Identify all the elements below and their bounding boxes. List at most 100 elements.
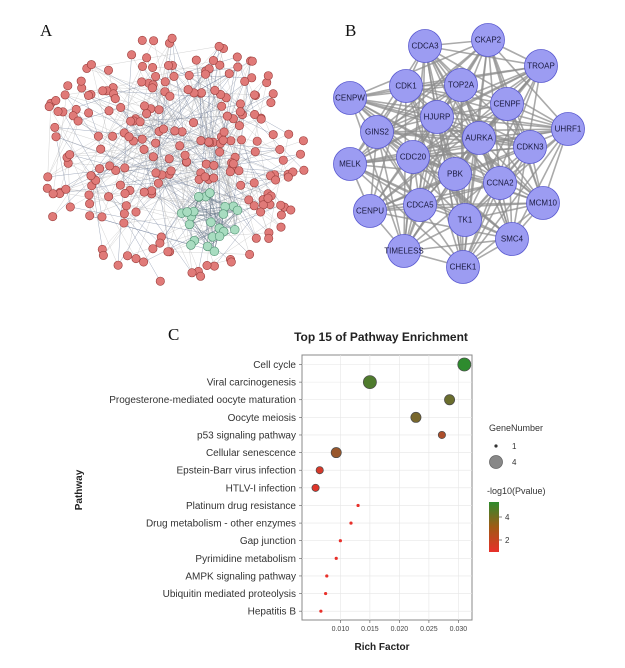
hub-edge	[376, 131, 531, 148]
network-edge	[70, 206, 220, 237]
network-node	[51, 132, 61, 142]
network-node	[187, 268, 197, 278]
y-tick-label: Drug metabolism - other enzymes	[146, 519, 296, 530]
hub-node-ckap2: CKAP2	[471, 23, 505, 57]
hub-node-aurka: AURKA	[462, 121, 496, 155]
hub-node-label: CENPF	[493, 100, 520, 109]
network-node	[126, 116, 136, 126]
network-edge	[124, 141, 209, 169]
network-edge	[255, 151, 289, 175]
hub-edge	[349, 39, 489, 99]
hub-node-label: CHEK1	[450, 263, 477, 272]
network-node	[84, 190, 94, 200]
hub-edge	[462, 146, 531, 268]
network-node	[127, 50, 137, 60]
y-tick-label: Oocyte meiosis	[228, 413, 296, 424]
network-node	[236, 99, 246, 109]
network-node	[278, 155, 288, 165]
size-legend-large-label: 4	[512, 458, 517, 467]
chart-legend: GeneNumber 1 4 -log10(Pvalue) 4 2	[487, 423, 546, 552]
hub-node-label: CCNA2	[486, 179, 514, 188]
data-point	[338, 539, 342, 543]
hub-node-circle	[483, 166, 517, 200]
hub-node-label: UHRF1	[555, 125, 582, 134]
network-node	[155, 238, 165, 248]
hub-node-circle	[471, 23, 505, 57]
network-hub-node	[202, 241, 213, 252]
hub-node-cdk1: CDK1	[389, 69, 423, 103]
network-node	[252, 136, 262, 146]
network-edge	[155, 76, 274, 135]
network-node	[121, 201, 131, 211]
network-edge	[55, 87, 82, 137]
data-point	[315, 466, 324, 475]
network-node	[217, 101, 227, 111]
network-edge	[89, 66, 143, 216]
network-node	[44, 102, 54, 112]
network-edge	[113, 87, 231, 141]
network-node	[139, 144, 149, 154]
network-edge	[65, 94, 264, 206]
hub-node-label: CENPW	[335, 94, 365, 103]
hub-node-gins2: GINS2	[360, 115, 394, 149]
network-edge	[159, 196, 199, 244]
network-node	[147, 83, 157, 93]
y-tick-label: Cell cycle	[253, 360, 296, 371]
network-node	[234, 166, 244, 176]
network-node	[245, 249, 255, 259]
network-node	[111, 165, 121, 175]
hub-edge	[376, 131, 466, 221]
network-node	[85, 199, 95, 209]
network-node	[96, 144, 106, 154]
network-edge	[146, 57, 215, 267]
network-edge	[55, 136, 71, 208]
hub-network-nodes: CDCA3 CKAP2 TROAP CENPW CDK1 TOP2A CENPF HJURP U…	[333, 23, 585, 284]
data-point	[334, 556, 338, 560]
network-node	[250, 110, 260, 120]
network-hub-node	[206, 217, 216, 227]
network-node	[299, 165, 309, 175]
y-axis-label: Pathway	[74, 469, 85, 510]
hub-node-cdca3: CDCA3	[408, 29, 442, 63]
hub-node-label: MELK	[339, 160, 361, 169]
network-edge	[158, 131, 169, 252]
network-edge	[233, 61, 251, 207]
network-node	[256, 114, 266, 124]
network-node	[184, 70, 194, 80]
hub-edge	[369, 210, 513, 240]
network-node	[204, 137, 214, 147]
x-axis-label: Rich Factor	[354, 642, 409, 653]
data-point	[444, 394, 456, 406]
network-node	[97, 212, 107, 222]
network-node	[276, 222, 286, 232]
data-point	[437, 430, 446, 439]
network-node	[137, 35, 147, 45]
network-edge	[91, 64, 116, 171]
network-node	[251, 233, 261, 243]
network-node	[268, 130, 278, 140]
network-edge	[168, 65, 276, 181]
panel-label-c: C	[168, 325, 179, 344]
y-tick-label: HTLV-I infection	[226, 483, 296, 494]
data-point	[324, 591, 328, 596]
data-point	[349, 521, 353, 525]
network-node	[189, 118, 199, 128]
hub-node-label: TROAP	[527, 62, 555, 71]
hub-node-circle	[446, 250, 480, 284]
network-node	[85, 211, 95, 221]
network-node	[119, 218, 129, 228]
data-points	[311, 357, 472, 613]
network-node	[263, 193, 273, 203]
hub-edge	[436, 116, 569, 130]
x-tick-label: 0.010	[332, 626, 350, 633]
size-legend-small-marker	[494, 444, 498, 448]
network-node	[225, 167, 235, 177]
hub-node-chek1: CHEK1	[446, 250, 480, 284]
network-node	[268, 89, 278, 99]
network-edge	[171, 38, 187, 162]
network-node	[197, 88, 207, 98]
network-node	[266, 98, 276, 108]
network-edge	[168, 65, 193, 273]
y-tick-label: Cellular senescence	[206, 448, 296, 459]
